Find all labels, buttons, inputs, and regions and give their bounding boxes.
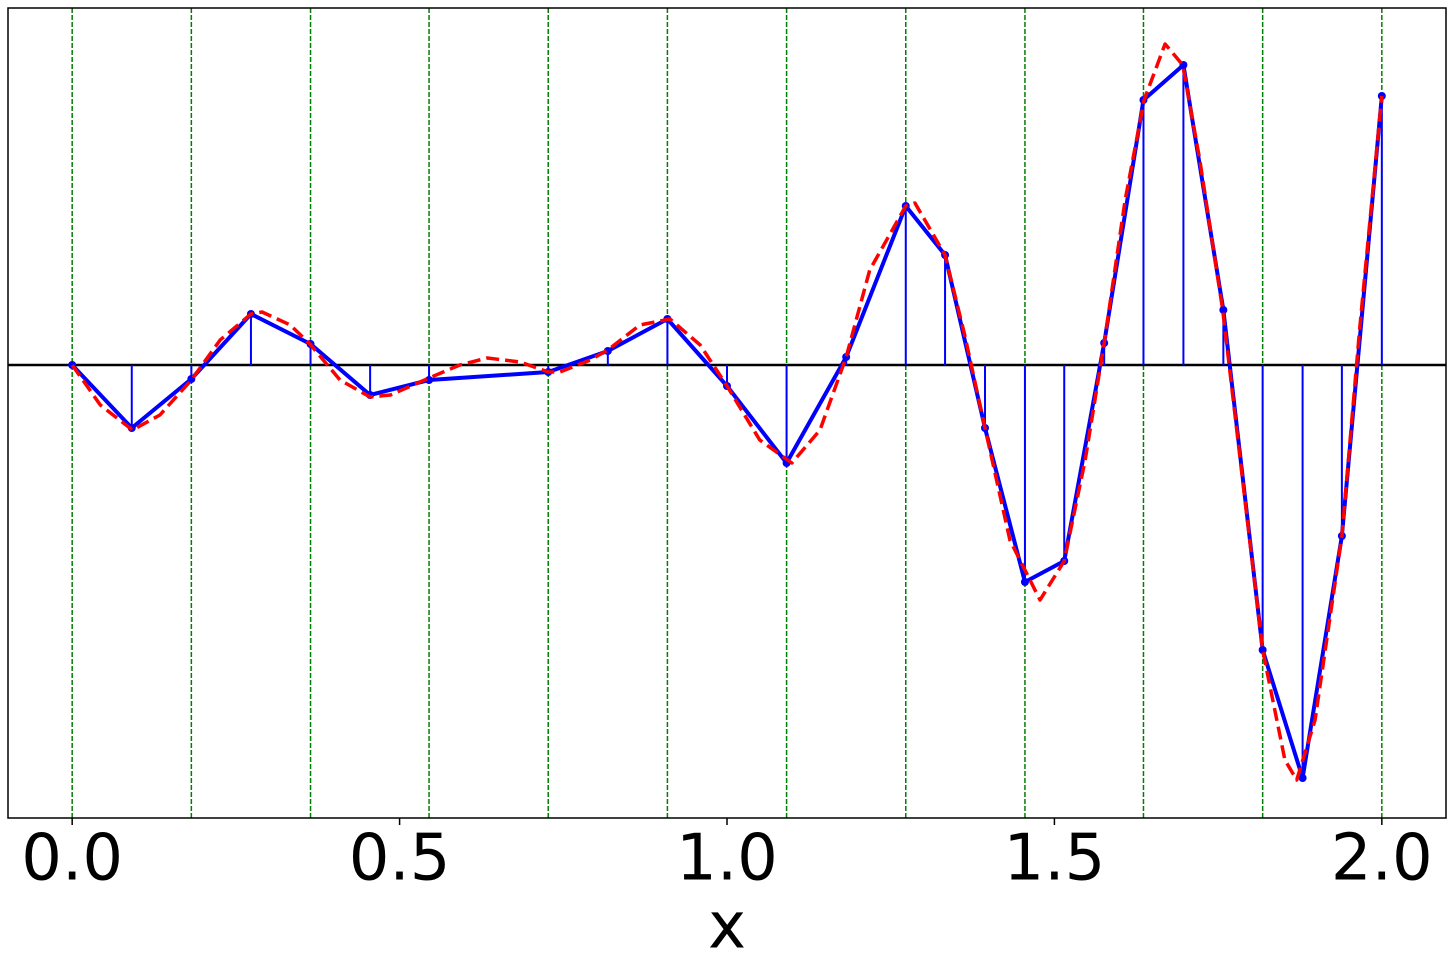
curve-line: [70, 42, 1384, 782]
sample-point: [425, 376, 434, 384]
sample-point: [1298, 774, 1307, 782]
x-tick-label: 0.0: [21, 822, 123, 896]
x-tick-label: 2.0: [1331, 822, 1433, 896]
sample-line: [70, 63, 1384, 780]
x-tick-label: 1.5: [1004, 822, 1106, 896]
sample-point: [1020, 578, 1029, 586]
x-tick-label: 0.5: [349, 822, 451, 896]
sample-point: [1219, 306, 1228, 314]
plot-frame: [7, 7, 1447, 819]
x-tick-label: 1.0: [676, 822, 778, 896]
x-axis-label: x: [708, 890, 746, 962]
